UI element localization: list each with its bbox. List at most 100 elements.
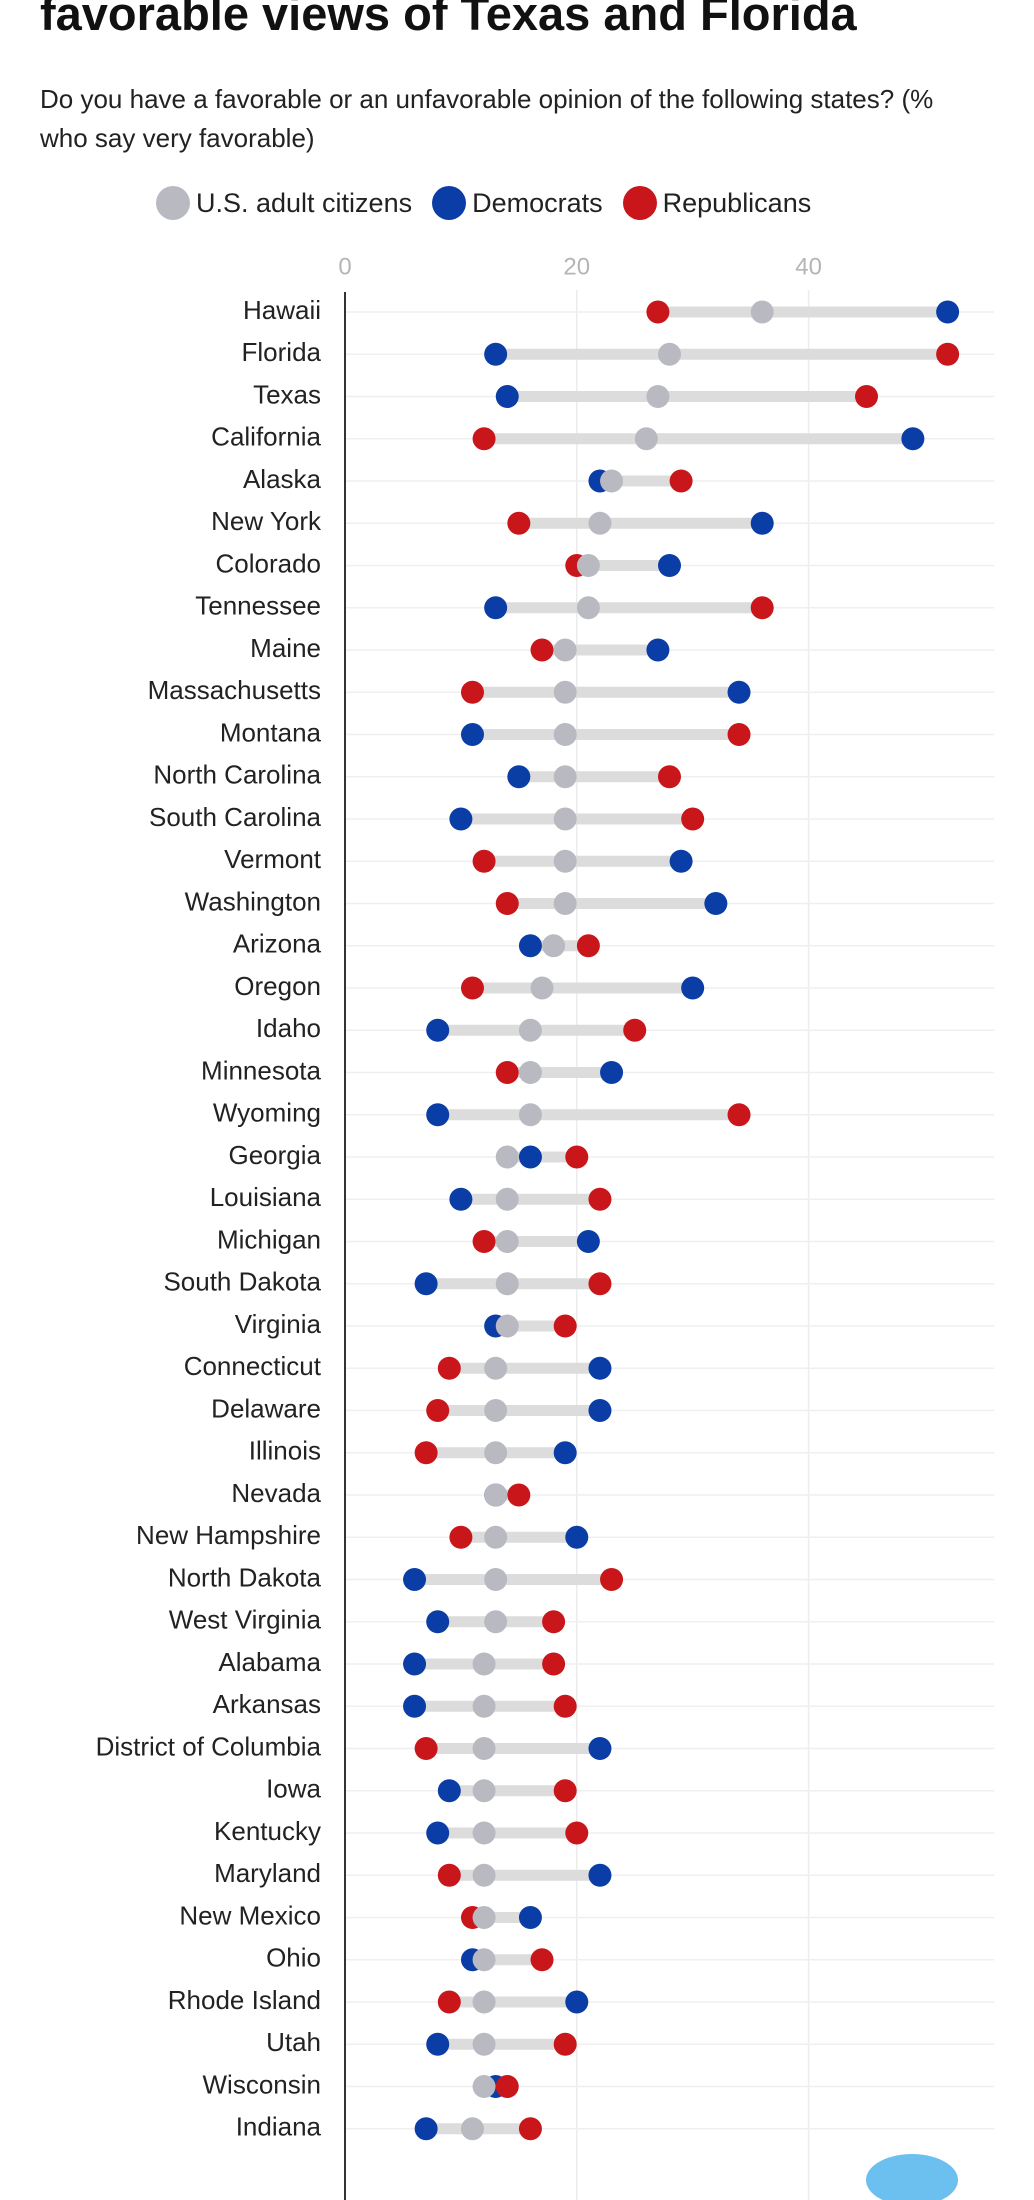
dot (484, 1356, 508, 1380)
x-tick-label: 0 (338, 253, 351, 280)
dot (484, 1568, 508, 1591)
dot (472, 1948, 496, 1972)
row-label: Wyoming (213, 1098, 321, 1128)
dot (553, 765, 577, 789)
row-label: District of Columbia (96, 1731, 322, 1761)
dot (495, 1145, 519, 1169)
row-label: Tennessee (195, 591, 321, 621)
row-label: Arkansas (213, 1689, 321, 1719)
dot (727, 723, 751, 746)
dot (472, 1652, 496, 1676)
row-label: South Carolina (149, 802, 322, 832)
dot (518, 1103, 542, 1127)
dot (588, 1863, 612, 1887)
dot (414, 2117, 438, 2141)
dot (518, 1145, 542, 1169)
dot (646, 300, 670, 324)
dot (553, 2032, 577, 2056)
row-label: Iowa (266, 1774, 321, 1804)
row-label: North Dakota (168, 1562, 322, 1592)
legend-label: Democrats (472, 187, 603, 218)
dot (576, 554, 600, 577)
dot (669, 849, 693, 873)
dot (518, 1061, 542, 1084)
row-label: Colorado (215, 548, 321, 578)
row-label: South Dakota (163, 1267, 321, 1297)
dot (426, 1610, 450, 1634)
x-tick-label: 40 (795, 253, 822, 280)
dot (472, 1821, 496, 1845)
dot (472, 2075, 496, 2098)
row-label: New Mexico (179, 1900, 321, 1930)
dot (565, 1145, 589, 1169)
dot (495, 1187, 519, 1211)
dot (600, 1061, 624, 1084)
dot (936, 300, 960, 324)
dot (518, 1018, 542, 1042)
dot (681, 976, 705, 1000)
dot (484, 1483, 508, 1507)
row-label: Washington (185, 886, 321, 916)
dot (472, 2032, 496, 2056)
dot (518, 1906, 542, 1929)
dot (565, 1525, 589, 1549)
dot (472, 1230, 496, 1253)
row-label: Oregon (234, 971, 321, 1001)
row-label: Maryland (214, 1858, 321, 1888)
dot (565, 1990, 589, 2014)
dot (484, 1441, 508, 1465)
row-label: Wisconsin (203, 2069, 321, 2099)
row-label: Michigan (217, 1224, 321, 1254)
dot (530, 1948, 554, 1972)
dot (727, 1103, 751, 1127)
row-label: Georgia (229, 1140, 322, 1170)
dot (495, 1314, 519, 1338)
legend-label: U.S. adult citizens (196, 187, 413, 218)
row-label: Connecticut (184, 1351, 322, 1381)
row-label: Rhode Island (168, 1985, 321, 2015)
row-label: Ohio (266, 1943, 321, 1973)
dot (750, 300, 774, 324)
dot (576, 596, 600, 620)
dot (449, 1187, 473, 1211)
row-label: Illinois (249, 1436, 321, 1466)
floating-button[interactable] (866, 2154, 958, 2200)
dot (518, 934, 542, 958)
dot (553, 1779, 577, 1803)
dot (414, 1441, 438, 1465)
dot (553, 807, 577, 831)
dot (553, 849, 577, 873)
dot (495, 2075, 519, 2098)
dot (484, 1399, 508, 1422)
row-label: Kentucky (214, 1816, 321, 1846)
row-label: Hawaii (243, 295, 321, 325)
chart-title: favorable views of Texas and Florida (40, 0, 857, 40)
dot (681, 807, 705, 831)
dot (460, 2117, 484, 2141)
dot (426, 1018, 450, 1042)
dot (484, 1610, 508, 1634)
dot (553, 1694, 577, 1718)
row-label: Texas (253, 379, 321, 409)
legend-label: Republicans (662, 187, 812, 218)
dot (553, 1441, 577, 1465)
dot (542, 934, 566, 958)
dot (484, 596, 508, 620)
dot (553, 723, 577, 746)
dot (403, 1568, 427, 1591)
dot (472, 1737, 496, 1760)
legend-item: Republicans (622, 186, 812, 220)
row-label: Alaska (243, 464, 322, 494)
dot (495, 385, 519, 408)
row-label: Nevada (231, 1478, 321, 1508)
dot (460, 723, 484, 746)
dot (426, 1399, 450, 1422)
dot (437, 1990, 461, 2014)
dot (426, 1103, 450, 1127)
row-label: Idaho (256, 1013, 321, 1043)
dot (553, 892, 577, 915)
dot (658, 342, 681, 366)
row-label: Florida (242, 337, 322, 367)
dot (495, 892, 519, 915)
